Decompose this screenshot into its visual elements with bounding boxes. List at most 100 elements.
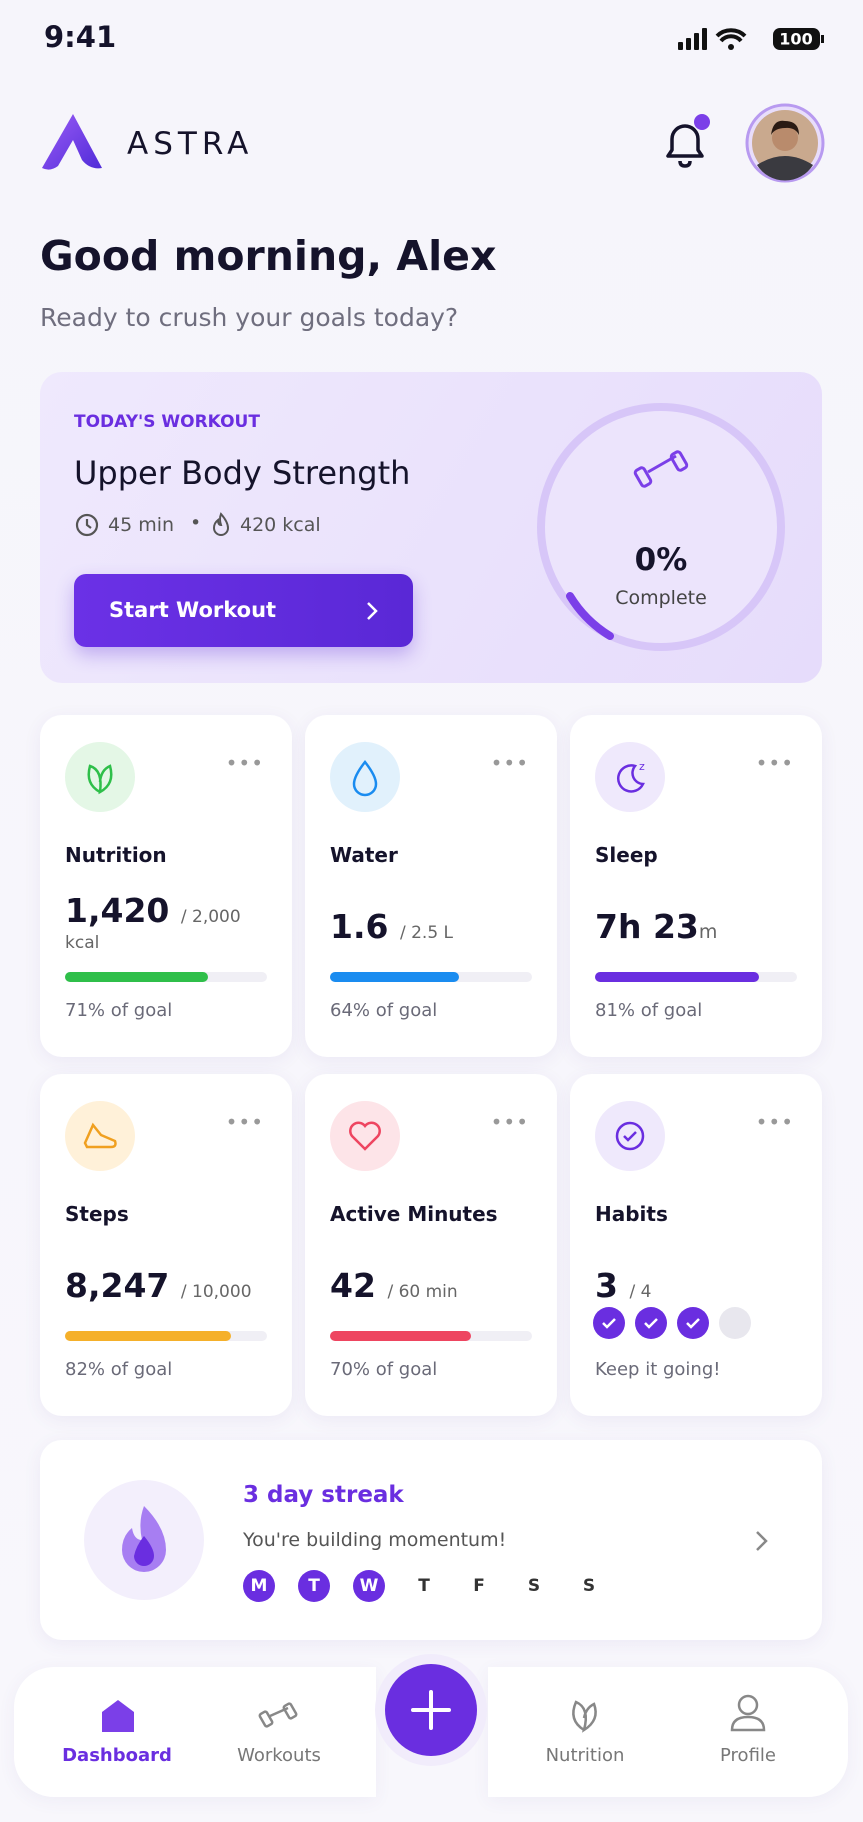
value: 3 [595, 1266, 618, 1305]
streak-day: S [527, 1576, 541, 1596]
nav-icon-dashboard [102, 1700, 134, 1732]
chevron [367, 602, 378, 620]
value-target: / 10,000 [180, 1282, 252, 1302]
tile-title: Active Minutes [330, 1202, 498, 1226]
progress-track [330, 972, 532, 982]
tile-value: 1,420 / 2,000 [65, 891, 241, 930]
greeting-subtitle: Ready to crush your goals today? [40, 303, 459, 332]
habit-check [719, 1307, 751, 1339]
notification-bell[interactable] [654, 112, 714, 172]
streak-card[interactable]: 3 day streak You're building momentum! M… [40, 1440, 822, 1640]
progress-bar [65, 972, 209, 982]
avatar[interactable] [745, 103, 825, 183]
logo [42, 114, 102, 170]
tile-glyph [87, 764, 113, 795]
start-workout-button[interactable]: Start Workout [74, 574, 413, 647]
progress-label: 81% of goal [595, 1000, 703, 1021]
greeting: Good morning, Alex [40, 232, 497, 280]
metric-tile[interactable]: ••• Active Minutes 42 / 60 min 70% of goal [305, 1074, 557, 1416]
habit-caption: Keep it going! [595, 1359, 721, 1380]
check [644, 1318, 658, 1329]
value-unit: kcal [65, 933, 100, 953]
value: 7h 23 [595, 907, 699, 946]
progress-ring [537, 403, 785, 651]
tile-menu: ••• [225, 1110, 264, 1134]
tile-menu: ••• [490, 751, 529, 775]
battery: 100 [779, 30, 812, 49]
tile-menu: ••• [755, 751, 794, 775]
tile-value: 8,247 / 10,000 [65, 1266, 252, 1305]
tile-value: 7h 23m [595, 907, 717, 946]
metric-tile[interactable]: z ••• Sleep 7h 23m 81% of goal [570, 715, 822, 1057]
workout-title: Upper Body Strength [74, 454, 411, 492]
tile-menu: ••• [755, 1110, 794, 1134]
tile-icon [595, 1101, 665, 1171]
tile-glyph [615, 1121, 645, 1151]
nav-icon-nutrition [572, 1700, 597, 1733]
value: 42 [330, 1266, 376, 1305]
tile-title: Habits [595, 1202, 668, 1226]
value: 1,420 [65, 891, 170, 930]
value: 8,247 [65, 1266, 170, 1305]
tile-glyph [83, 1122, 117, 1149]
tile-menu: ••• [225, 751, 264, 775]
button-label: Start Workout [109, 598, 277, 622]
status-icons: 100 [678, 28, 824, 50]
progress-bar [330, 1331, 472, 1341]
tile-glyph [349, 1121, 381, 1151]
progress-label: 64% of goal [330, 1000, 438, 1021]
tile-icon [65, 742, 135, 812]
tile-glyph [352, 759, 378, 797]
metric-tile[interactable]: ••• Nutrition 1,420 / 2,000 kcal 71% of goal [40, 715, 292, 1057]
tile-title: Steps [65, 1202, 129, 1226]
progress-label: 82% of goal [65, 1359, 173, 1380]
progress-label: 70% of goal [330, 1359, 438, 1380]
streak-day: M [243, 1570, 275, 1602]
tile-glyph: z [617, 760, 645, 793]
streak-day: S [582, 1576, 596, 1596]
streak-icon [84, 1480, 204, 1600]
progress-track [330, 1331, 532, 1341]
tile-menu: ••• [490, 1110, 529, 1134]
metric-tile[interactable]: ••• Habits 3 / 4 Keep it going! [570, 1074, 822, 1416]
workout-calories: 420 kcal [240, 514, 321, 536]
value-suffix: m [698, 921, 718, 943]
workout-duration: 45 min [108, 514, 175, 536]
tile-title: Water [330, 843, 398, 867]
separator: • [190, 512, 202, 534]
progress-bar [65, 1331, 231, 1341]
metric-tile[interactable]: ••• Steps 8,247 / 10,000 82% of goal [40, 1074, 292, 1416]
tile-title: Sleep [595, 843, 658, 867]
status-time: 9:41 [44, 20, 117, 54]
value-target: / 60 min [387, 1282, 458, 1302]
value-target: / 2,000 [180, 907, 241, 927]
brand: ASTRA [127, 126, 254, 162]
nav-label[interactable]: Dashboard [62, 1745, 172, 1766]
value-target: / 2.5 L [399, 923, 454, 943]
streak-title: 3 day streak [243, 1482, 404, 1508]
workout-progress-caption: Complete [615, 587, 707, 609]
value-target: / 4 [629, 1282, 652, 1302]
nav-label[interactable]: Nutrition [545, 1745, 625, 1766]
nav-label[interactable]: Workouts [237, 1745, 321, 1766]
add-button[interactable] [373, 1652, 489, 1768]
metric-tile[interactable]: ••• Water 1.6 / 2.5 L 64% of goal [305, 715, 557, 1057]
streak-day: W [353, 1570, 385, 1602]
nav-label[interactable]: Profile [720, 1745, 776, 1766]
progress-track [65, 972, 267, 982]
tile-icon [65, 1101, 135, 1171]
progress-label: 71% of goal [65, 1000, 173, 1021]
nav-icon-profile [730, 1694, 766, 1732]
clock-icon [75, 513, 99, 537]
workout-progress: 0% [634, 542, 688, 578]
check [686, 1318, 700, 1329]
streak-day: F [473, 1576, 485, 1596]
svg-text:z: z [639, 760, 645, 773]
workout-card: TODAY'S WORKOUT Upper Body Strength 45 m… [40, 372, 822, 683]
progress-bar [595, 972, 759, 982]
check [602, 1318, 616, 1329]
streak-day: T [298, 1570, 330, 1602]
workout-eyebrow: TODAY'S WORKOUT [74, 412, 260, 432]
nav-icon-workouts [258, 1702, 298, 1728]
